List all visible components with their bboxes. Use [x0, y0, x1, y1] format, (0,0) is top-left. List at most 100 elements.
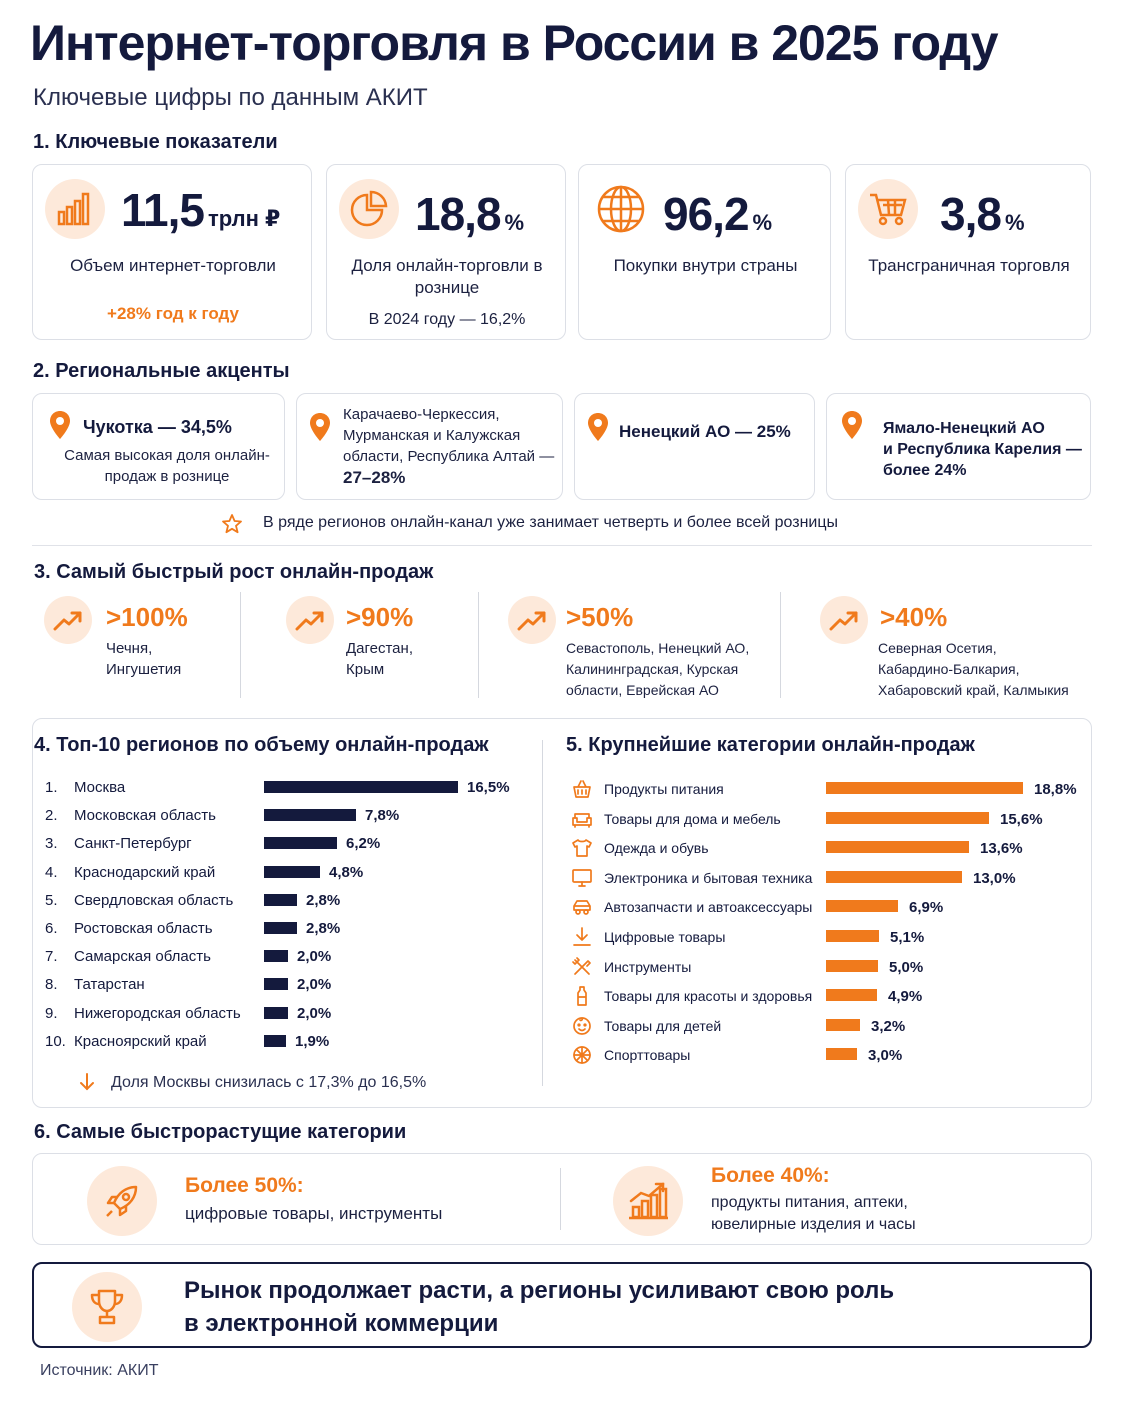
region-rank: 4. [45, 863, 58, 881]
kpi-card-share: 18,8% Доля онлайн-торговли в рознице В 2… [326, 164, 566, 340]
category-name: Товары для красоты и здоровья [604, 988, 813, 1005]
rocket-icon [87, 1166, 157, 1236]
source-footer: Источник: АКИТ [40, 1362, 159, 1379]
kpi-card-volume: 11,5 трлн ₽ Объем интернет-торговли +28% … [32, 164, 312, 340]
region-bar [264, 893, 297, 906]
category-name: Инструменты [604, 958, 692, 975]
category-name: Одежда и обувь [604, 840, 709, 857]
kpi-label: Покупки внутри страны [613, 256, 798, 275]
region-name: Москва [74, 779, 126, 796]
region-rank: 6. [45, 920, 58, 937]
category-bar [826, 1048, 857, 1061]
location-pin-icon [588, 413, 608, 441]
categories-title: 5. Крупнейшие категории онлайн-продаж [566, 734, 975, 756]
trend-up-icon [44, 596, 92, 644]
category-bar [826, 782, 1023, 794]
region-name: Московская область [74, 807, 216, 825]
charts-divider [542, 740, 543, 1086]
region-text: Ямало-Ненецкий АО и Республика Карелия —… [883, 420, 1082, 479]
region-value: 2,0% [297, 976, 332, 994]
trend-up-icon [508, 596, 556, 644]
region-rank: 3. [45, 835, 58, 853]
growth-value: >100% [106, 602, 188, 632]
bar-chart-icon [45, 179, 105, 239]
growth-divider [240, 592, 241, 698]
region-rank: 1. [45, 779, 58, 796]
region-name: Ростовская область [74, 920, 213, 937]
category-name: Продукты питания [604, 781, 724, 797]
kpi-value: 11,5 трлн ₽ [121, 184, 281, 236]
region-bar [264, 837, 337, 850]
region-rank: 2. [45, 807, 58, 825]
region-rank: 5. [45, 891, 58, 909]
region-value: 2,0% [297, 948, 332, 966]
page-subtitle: Ключевые цифры по данным АКИТ [33, 84, 428, 111]
region-bar [264, 781, 458, 793]
growth-regions: Севастополь, Ненецкий АО, Калининградская… [566, 640, 750, 698]
region-bar [264, 922, 297, 934]
category-bar [826, 989, 877, 1002]
kpi-value: 18,8% [415, 188, 525, 240]
category-bar [826, 841, 969, 854]
region-rank: 7. [45, 948, 58, 966]
category-name: Автозапчасти и автоаксессуары [604, 899, 813, 916]
trend-up-icon [820, 596, 868, 644]
basket-icon [573, 780, 591, 798]
fast-category-head: Более 50%: [185, 1174, 304, 1197]
category-bar [826, 900, 898, 913]
region-value: 4,8% [329, 863, 364, 881]
region-text: Карачаево-Черкессия, Мурманская и Калужс… [343, 406, 555, 487]
region-value: 16,5% [467, 779, 510, 796]
region-name: Татарстан [74, 976, 145, 994]
region-card-chukotka: Чукотка — 34,5% Самая высокая доля онлай… [32, 393, 285, 500]
region-value: 6,2% [346, 835, 381, 853]
region-name: Свердловская область [74, 891, 234, 909]
growth-regions: Чечня, Ингушетия [106, 640, 182, 678]
region-name: Самарская область [74, 948, 211, 966]
kpi-label: Трансграничная торговля [868, 256, 1070, 275]
category-value: 3,0% [868, 1047, 903, 1065]
region-bar [264, 1034, 286, 1047]
region-name: Краснодарский край [74, 863, 216, 881]
region-value: 2,8% [306, 920, 341, 937]
region-card-yamal: Ямало-Ненецкий АО и Республика Карелия —… [826, 393, 1091, 500]
region-value: 7,8% [365, 807, 400, 825]
arrow-down-icon [80, 1073, 94, 1091]
category-name: Цифровые товары [604, 929, 726, 945]
growth-value: >40% [880, 602, 948, 632]
kpi-note: +28% год к году [107, 304, 239, 323]
region-name: Нижегородская область [74, 1004, 241, 1022]
growth-divider [780, 592, 781, 698]
region-rank: 9. [45, 1004, 58, 1022]
region-title: Ненецкий АО — 25% [619, 422, 791, 441]
tshirt-icon [572, 839, 592, 858]
region-subtitle: Самая высокая доля онлайн-продаж в розни… [64, 447, 270, 485]
location-pin-icon [842, 411, 862, 439]
top-regions-note: Доля Москвы снизилась с 17,3% до 16,5% [111, 1074, 427, 1091]
region-name: Красноярский край [74, 1032, 207, 1050]
region-value: 2,8% [306, 891, 341, 909]
top-regions-title: 4. Топ-10 регионов по объему онлайн-прод… [34, 734, 489, 756]
category-name: Спорттовары [604, 1047, 691, 1064]
region-rank: 8. [45, 976, 58, 994]
fast-categories-divider [560, 1168, 561, 1230]
kpi-label: Объем интернет-торговли [70, 256, 276, 275]
region-card-kchr: Карачаево-Черкессия, Мурманская и Калужс… [296, 393, 563, 500]
location-pin-icon [310, 413, 330, 441]
region-value: 1,9% [295, 1032, 330, 1050]
page-title: Интернет-торговля в России в 2025 году [30, 15, 999, 71]
category-value: 13,0% [973, 869, 1016, 887]
region-bar [264, 865, 320, 878]
region-value: 2,0% [297, 1004, 332, 1022]
growth-regions: Северная Осетия, Кабардино-Балкария, Хабар… [878, 640, 1069, 698]
location-pin-icon [50, 411, 70, 439]
fast-category-text: цифровые товары, инструменты [185, 1204, 443, 1223]
category-value: 3,2% [871, 1017, 906, 1035]
region-bar [264, 1006, 288, 1019]
category-value: 15,6% [1000, 810, 1043, 828]
car-icon [573, 900, 591, 916]
kpi-value: 96,2% [663, 188, 773, 240]
category-bar [826, 1018, 860, 1031]
star-icon [222, 514, 242, 534]
category-name: Товары для детей [604, 1017, 722, 1034]
